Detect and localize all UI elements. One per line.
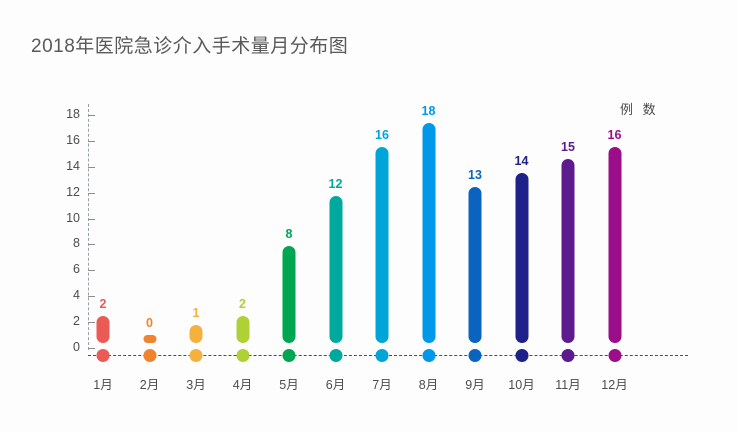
x-axis-label: 7月 — [372, 378, 392, 392]
bar-baseline-dot — [282, 349, 296, 362]
bar-group[interactable]: 18 8月 — [406, 0, 452, 432]
x-axis-label: 3月 — [186, 378, 206, 392]
bar-baseline-dot — [375, 349, 389, 362]
y-axis-tick-label: 18 — [66, 107, 80, 121]
x-axis-label: 6月 — [325, 378, 346, 392]
bar[interactable] — [143, 335, 156, 343]
bar-group[interactable]: 14 10月 — [499, 0, 545, 432]
bar-value-label: 15 — [561, 140, 575, 154]
y-axis-tick — [88, 270, 95, 272]
bar-baseline-dot — [561, 349, 575, 362]
bar-group[interactable]: 13 9月 — [452, 0, 498, 432]
bar[interactable] — [422, 123, 435, 343]
bar-baseline-dot — [468, 349, 482, 362]
bar-value-label: 0 — [146, 316, 153, 330]
y-axis-tick-label: 12 — [66, 184, 80, 199]
y-axis-tick — [88, 166, 95, 168]
bar-group[interactable]: 12 6月 — [313, 0, 359, 432]
x-axis-label: 1月 — [93, 378, 113, 392]
y-axis-tick-label: 8 — [73, 236, 80, 251]
bar-baseline-dot — [189, 349, 203, 362]
y-axis-tick-label: 10 — [66, 210, 80, 225]
y-axis-tick — [88, 218, 95, 220]
bar-baseline-dot — [515, 349, 528, 362]
bar-group[interactable]: 15 11月 — [545, 0, 591, 432]
x-axis-label: 10月 — [508, 378, 535, 392]
bar-value-label: 2 — [239, 297, 246, 311]
bar[interactable] — [608, 147, 621, 343]
bar-value-label: 8 — [285, 227, 293, 241]
x-axis-label: 12月 — [601, 378, 628, 392]
y-axis-tick-label: 2 — [73, 314, 80, 329]
y-axis-tick — [88, 348, 95, 349]
x-axis-label: 5月 — [279, 378, 299, 392]
bar-group[interactable]: 8 5月 — [266, 0, 312, 432]
bar-value-label: 1 — [192, 306, 200, 320]
y-axis-tick-label: 0 — [73, 340, 80, 354]
bar-group[interactable]: 0 2月 — [127, 0, 173, 432]
bar[interactable] — [375, 147, 389, 343]
bar-group[interactable]: 2 4月 — [220, 0, 266, 432]
x-axis-label: 11月 — [555, 378, 581, 392]
bar-value-label: 16 — [375, 128, 389, 142]
bar-value-label: 16 — [607, 128, 622, 142]
bar-value-label: 18 — [421, 104, 436, 118]
y-axis-tick-label: 14 — [66, 158, 80, 173]
chart-title: 2018年医院急诊介入手术量月分布图 — [31, 36, 349, 57]
bar-baseline-dot — [422, 349, 435, 362]
bar-value-label: 13 — [468, 168, 482, 182]
bar[interactable] — [96, 316, 110, 343]
bar[interactable] — [189, 325, 203, 343]
bar-baseline-dot — [143, 349, 156, 362]
bar-group[interactable]: 1 3月 — [173, 0, 219, 432]
bar[interactable] — [515, 173, 528, 343]
x-axis-label: 8月 — [418, 378, 439, 392]
bar[interactable] — [561, 159, 575, 343]
y-axis-tick-label: 6 — [73, 262, 80, 277]
x-axis-label: 2月 — [139, 378, 160, 392]
y-axis-tick — [88, 192, 95, 194]
y-axis-tick-label: 4 — [73, 288, 80, 303]
bar-value-label: 2 — [99, 297, 107, 311]
bar-group[interactable]: 16 12月 — [592, 0, 638, 432]
bar-group[interactable]: 16 7月 — [359, 0, 405, 432]
bar-group[interactable]: 2 1月 — [80, 0, 126, 432]
bar[interactable] — [468, 187, 482, 343]
bar[interactable] — [329, 196, 342, 343]
legend-label: 例 数 — [620, 102, 659, 117]
y-axis-tick — [88, 140, 95, 142]
y-axis-tick-label: 16 — [66, 132, 80, 147]
y-axis-tick — [88, 115, 95, 116]
y-axis-line — [88, 104, 89, 350]
x-axis-label: 9月 — [465, 378, 485, 392]
y-axis-tick — [88, 322, 95, 324]
x-axis-label: 4月 — [232, 378, 253, 392]
bar-baseline-dot — [236, 349, 249, 362]
bar-value-label: 14 — [514, 154, 529, 168]
bar-value-label: 12 — [328, 177, 343, 191]
y-axis-tick — [88, 244, 95, 246]
y-axis-tick — [88, 296, 95, 298]
bar-baseline-dot — [96, 349, 110, 362]
bar-baseline-dot — [329, 349, 342, 362]
bar[interactable] — [282, 246, 296, 343]
bar[interactable] — [236, 316, 249, 343]
bar-baseline-dot — [608, 349, 621, 362]
